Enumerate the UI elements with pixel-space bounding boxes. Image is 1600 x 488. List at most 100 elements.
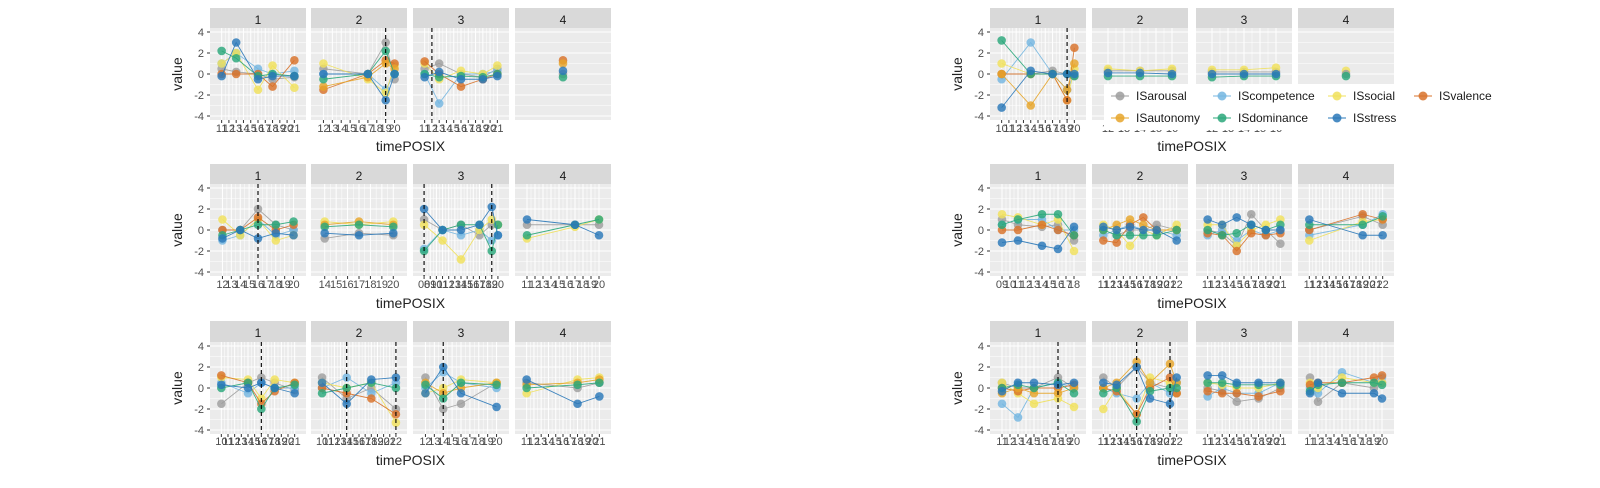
data-point-ISstress <box>1271 69 1281 79</box>
x-tick-label: 12 <box>443 279 455 291</box>
x-tick-label: 21 <box>491 123 503 135</box>
x-tick-label: 15 <box>553 279 565 291</box>
x-tick-label: 18 <box>479 279 491 291</box>
y-tick-label: 0 <box>198 69 204 81</box>
y-tick-label: 4 <box>198 27 204 39</box>
legend-key-point <box>1217 91 1227 101</box>
x-tick-label: 18 <box>469 123 481 135</box>
data-point-ISautonomy <box>558 59 568 68</box>
x-tick-label: 14 <box>237 123 249 135</box>
x-tick-label: 20 <box>1376 436 1388 448</box>
x-tick-label: 15 <box>1336 436 1348 448</box>
legend-label: IScompetence <box>1238 89 1315 103</box>
x-tick-label: 13 <box>235 436 247 448</box>
data-point-ISstress <box>1276 225 1285 235</box>
series-line-ISstress <box>321 377 396 405</box>
data-point-ISstress <box>388 228 398 238</box>
data-point-ISstress <box>1145 394 1155 403</box>
x-tick-label: 14 <box>335 123 347 135</box>
x-axis-title: timePOSIX <box>1157 295 1227 311</box>
x-tick-label: 15 <box>1032 123 1044 135</box>
x-tick-label: 12 <box>216 279 228 291</box>
data-point-ISstress <box>456 74 466 84</box>
data-point-ISdominance <box>1203 378 1212 388</box>
x-tick-label: 17 <box>473 279 485 291</box>
x-tick-label: 12 <box>1010 123 1022 135</box>
data-point-ISdominance <box>388 222 398 232</box>
data-point-ISstress <box>253 74 263 84</box>
facet-strip <box>1092 8 1188 31</box>
series-line-ISarousal <box>425 377 497 410</box>
x-tick-label: 14 <box>1117 279 1129 291</box>
x-tick-label: 14 <box>1223 279 1235 291</box>
x-tick-label: 12 <box>223 123 235 135</box>
y-tick-label: 4 <box>198 183 204 195</box>
facet-strip <box>1196 321 1292 344</box>
y-axis-title: value <box>949 57 965 91</box>
x-tick-label: 18 <box>577 279 589 291</box>
facet-strip-label: 2 <box>356 13 363 27</box>
y-tick-label: 4 <box>978 183 984 195</box>
x-tick-label: 21 <box>1370 279 1382 291</box>
data-point-ISvalence <box>1037 220 1047 230</box>
data-point-ISdominance <box>354 220 364 230</box>
facet-strip-label: 3 <box>1241 169 1248 183</box>
x-tick-label: 10 <box>215 436 227 448</box>
x-tick-label: 18 <box>473 436 485 448</box>
x-tick-label: 09 <box>996 279 1008 291</box>
data-point-ISarousal <box>217 399 226 409</box>
x-tick-label: 17 <box>462 123 474 135</box>
x-tick-label: 16 <box>255 436 267 448</box>
data-point-ISstress <box>1103 68 1113 78</box>
x-tick-label: 15 <box>1231 436 1243 448</box>
x-tick-label: 18 <box>1252 436 1264 448</box>
x-tick-label: 13 <box>1216 279 1228 291</box>
data-point-ISstress <box>354 230 364 240</box>
facet-strip <box>1298 164 1394 187</box>
data-point-ISdominance <box>1378 212 1387 221</box>
x-tick-label: 21 <box>1164 436 1176 448</box>
x-tick-label: 14 <box>234 279 246 291</box>
data-point-ISdominance <box>317 388 327 398</box>
x-tick-label: 18 <box>270 279 282 291</box>
x-tick-label: 15 <box>1231 279 1243 291</box>
facet-strip-label: 1 <box>1035 326 1042 340</box>
data-point-ISstress <box>1135 68 1145 78</box>
facet-strip-label: 4 <box>560 169 567 183</box>
x-tick-label: 15 <box>245 123 257 135</box>
data-point-ISvalence <box>420 57 429 66</box>
data-point-ISstress <box>363 69 373 79</box>
legend-key-point <box>1115 113 1125 123</box>
facet-strip-label: 1 <box>255 326 262 340</box>
x-tick-label: 12 <box>1209 279 1221 291</box>
data-point-ISstress <box>290 388 299 398</box>
data-point-ISdominance <box>1377 380 1387 390</box>
data-point-ISsocial <box>319 59 328 68</box>
legend-label: ISvalence <box>1439 89 1492 103</box>
series-line-ISsocial <box>323 63 395 94</box>
x-tick-label: 19 <box>275 436 287 448</box>
data-point-ISstress <box>390 69 399 79</box>
data-point-ISstress <box>268 71 277 81</box>
data-point-ISstress <box>475 220 484 230</box>
legend-item-ISsocial: ISsocial <box>1328 89 1395 103</box>
series-line-ISsocial <box>425 379 497 394</box>
data-point-ISdominance <box>1369 378 1379 388</box>
data-point-ISdominance <box>573 380 582 390</box>
data-point-ISstress <box>478 74 488 84</box>
x-tick-label: 16 <box>353 123 365 135</box>
data-point-ISsocial <box>290 83 299 92</box>
x-tick-label: 22 <box>390 436 402 448</box>
x-tick-label: 19 <box>1061 123 1073 135</box>
x-tick-label: 17 <box>1137 436 1149 448</box>
x-tick-label: 20 <box>1267 279 1279 291</box>
x-tick-label: 13 <box>225 279 237 291</box>
data-point-ISdominance <box>997 36 1006 45</box>
y-tick-label: -2 <box>194 404 204 416</box>
